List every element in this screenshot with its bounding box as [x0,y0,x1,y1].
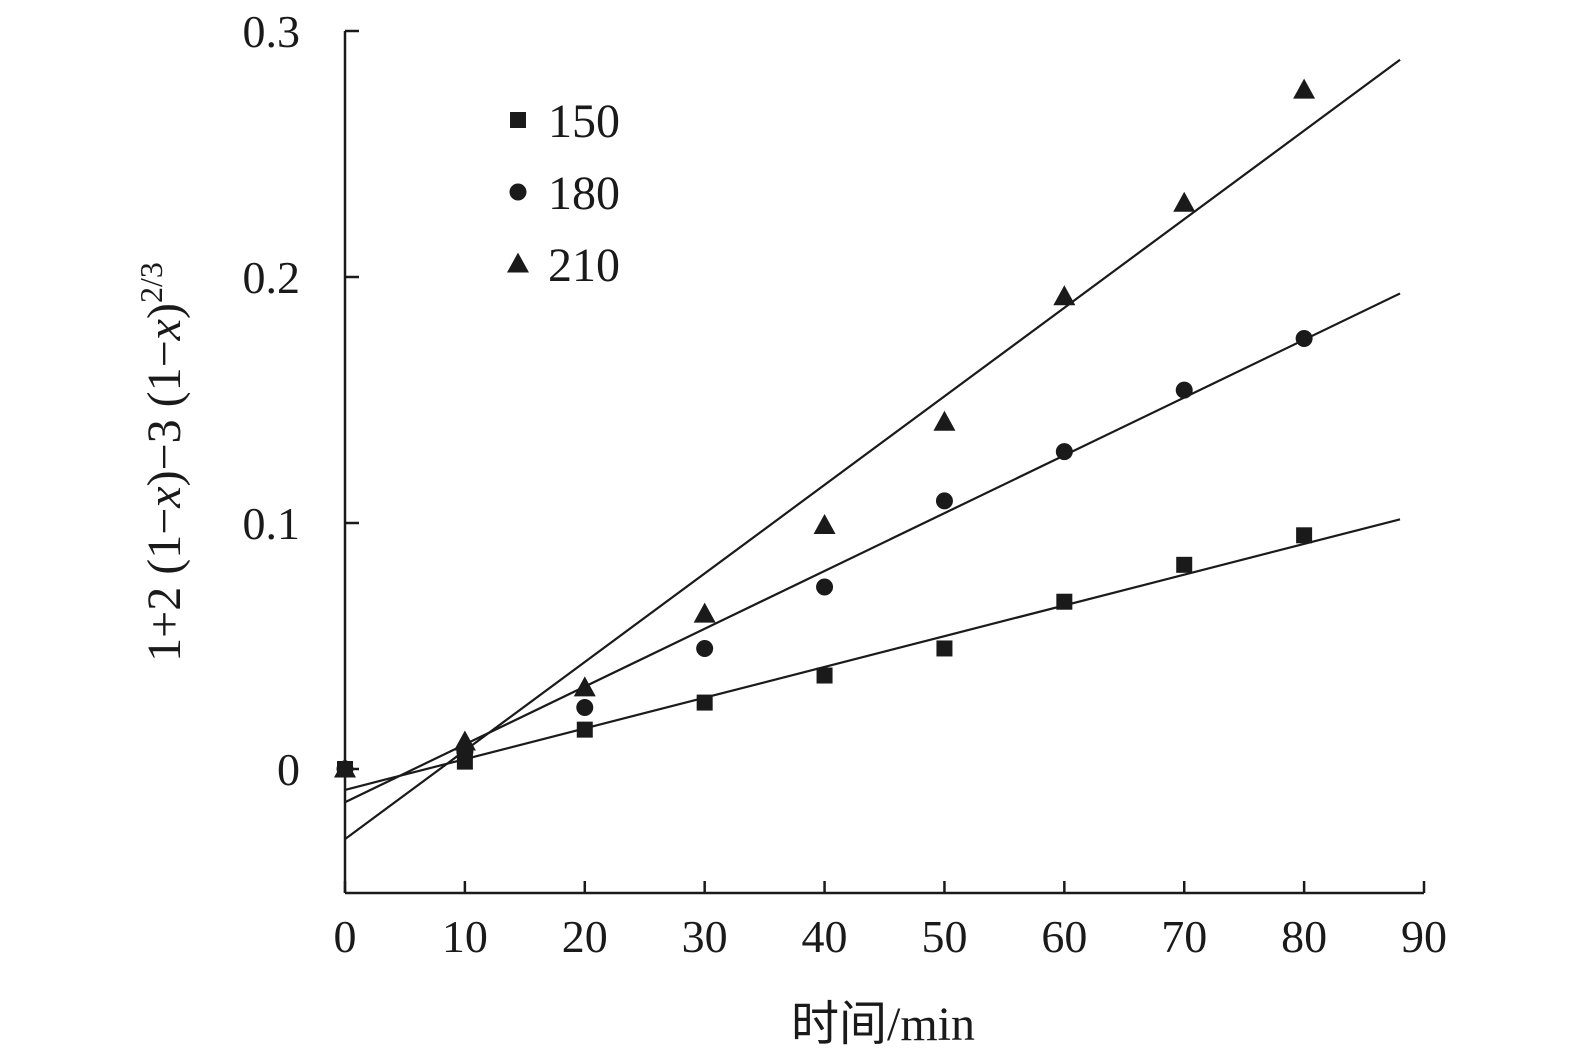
y-axis-title-exponent: 2/3 [133,262,169,303]
y-axis-title-part: )−3 (1− [138,340,191,486]
y-tick-label: 0.3 [243,6,301,57]
x-tick-label: 40 [802,911,848,962]
data-point-180 [1295,330,1313,347]
x-tick-label: 70 [1161,911,1207,962]
data-point-180 [576,699,594,716]
y-axis-title-part: ) [138,303,191,319]
legend-label-150: 150 [548,95,620,148]
data-point-150 [1056,593,1073,610]
legend-marker-210 [507,252,529,273]
legend-marker-150 [510,112,526,128]
y-axis-title-part: 1+2 (1− [138,508,191,662]
x-tick-label: 80 [1281,911,1327,962]
data-point-150 [1176,556,1193,573]
data-point-210 [813,514,836,535]
axes: 0 10 20 30 40 50 60 70 80 90 0 0.1 0.2 0.3 [243,6,1448,962]
y-tick-label: 0.1 [243,498,301,549]
x-tick-label: 60 [1041,911,1087,962]
legend: 150 180 210 [507,95,620,292]
y-axis-title-variable: x [138,319,191,341]
y-axis-title-variable: x [138,486,191,508]
data-point-210 [1173,191,1196,212]
data-point-210 [933,410,956,431]
legend-label-180: 180 [548,167,620,220]
data-markers [334,78,1316,778]
y-tick-label: 0.2 [243,252,301,303]
data-point-180 [1175,381,1193,399]
x-tick-label: 30 [682,911,728,962]
legend-label-210: 210 [548,239,620,292]
y-axis-title: 1+2 (1−x)−3 (1−x)2/3 [133,262,191,662]
data-point-180 [935,492,953,510]
fit-line-180 [344,292,1401,804]
data-point-150 [936,640,953,657]
data-point-150 [696,694,713,711]
data-point-210 [453,730,476,751]
x-tick-label: 20 [562,911,608,962]
x-axis-title: 时间/min [791,998,975,1051]
data-point-210 [573,676,596,697]
legend-marker-180 [509,183,527,201]
data-point-180 [1055,443,1073,461]
fit-line-210 [344,58,1401,840]
x-tick-label: 90 [1401,911,1447,962]
data-point-150 [576,721,593,738]
data-point-210 [334,757,356,778]
x-tick-label: 50 [921,911,967,962]
data-point-210 [1293,78,1316,99]
x-tick-label: 0 [334,911,357,962]
data-point-180 [816,578,834,596]
fit-lines [344,58,1401,840]
data-point-210 [693,602,716,623]
data-point-150 [816,667,833,684]
data-point-150 [1296,527,1313,544]
data-point-210 [1053,285,1076,306]
data-point-180 [696,639,714,657]
y-tick-label: 0 [277,744,300,795]
x-tick-label: 10 [442,911,488,962]
fit-line-150 [344,518,1401,791]
